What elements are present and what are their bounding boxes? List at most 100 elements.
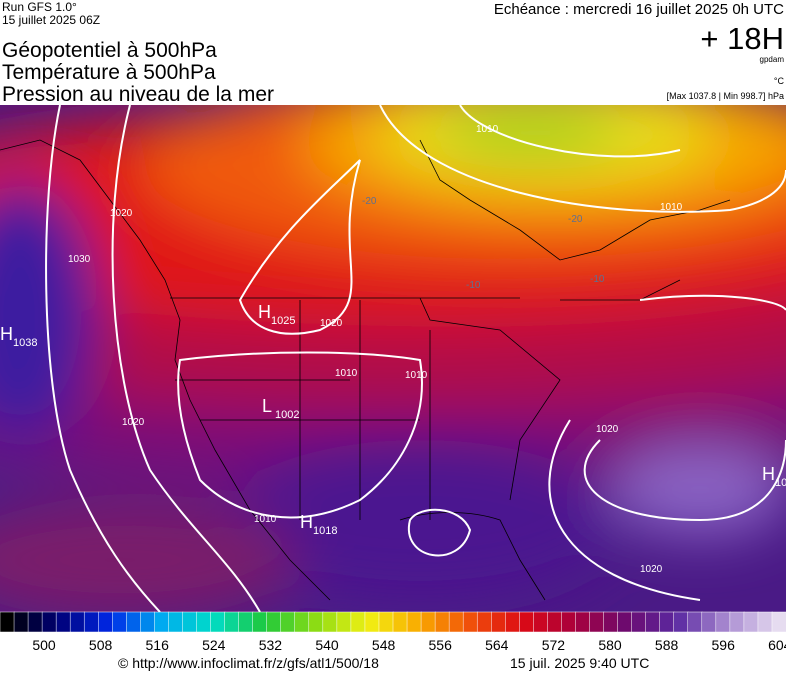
colorbar-swatch <box>757 611 773 633</box>
colorbar-swatch <box>589 611 605 633</box>
colorbar-swatch <box>308 611 324 633</box>
valid-time: Echéance : mercredi 16 juillet 2025 0h U… <box>494 1 784 18</box>
colorbar-swatch <box>448 611 464 633</box>
colorbar-swatch <box>0 611 15 633</box>
colorbar-swatch <box>617 611 633 633</box>
source-url: © http://www.infoclimat.fr/z/gfs/atl1/50… <box>118 655 379 671</box>
isobar-label: 1010 <box>254 514 277 525</box>
colorbar-swatch <box>55 611 71 633</box>
colorbar: 500 508 516 524 532 540 548 556 564 572 580 588 596 6… <box>0 611 786 653</box>
temperature-label: -10 <box>466 280 481 291</box>
colorbar-swatch <box>701 611 717 633</box>
colorbar-swatch <box>547 611 563 633</box>
isobar-label: 1020 <box>122 417 145 428</box>
colorbar-swatch <box>519 611 535 633</box>
colorbar-label: 572 <box>542 637 566 653</box>
colorbar-label: 532 <box>259 637 283 653</box>
colorbar-swatch <box>322 611 338 633</box>
colorbar-swatch <box>196 611 212 633</box>
colorbar-swatch <box>350 611 366 633</box>
unit-geo: gpdam <box>760 55 785 64</box>
temperature-label: -10 <box>590 274 605 285</box>
lead-time: + 18H <box>700 21 784 56</box>
center-letter: H <box>0 324 13 344</box>
colorbar-swatch <box>27 611 43 633</box>
colorbar-label: 564 <box>485 637 509 653</box>
isobar-label: 1020 <box>320 318 343 329</box>
center-value: 1018 <box>313 525 337 537</box>
colorbar-swatch <box>280 611 296 633</box>
colorbar-swatch <box>743 611 759 633</box>
center-value: 1002 <box>275 409 299 421</box>
temperature-label: -20 <box>568 214 583 225</box>
colorbar-swatch <box>434 611 450 633</box>
colorbar-label: 508 <box>89 637 113 653</box>
title-line: Géopotentiel à 500hPa <box>2 39 217 62</box>
colorbar-swatch <box>505 611 521 633</box>
isobar-label: 1030 <box>68 254 91 265</box>
colorbar-swatch <box>729 611 745 633</box>
run-label: Run GFS 1.0° <box>2 0 77 14</box>
colorbar-swatch <box>533 611 549 633</box>
center-value: 1038 <box>13 337 37 349</box>
colorbar-label: 580 <box>598 637 622 653</box>
colorbar-label: 604 <box>768 637 786 653</box>
center-value: 10 <box>775 477 786 489</box>
colorbar-swatch <box>673 611 689 633</box>
colorbar-swatch <box>575 611 591 633</box>
run-date: 15 juillet 2025 06Z <box>2 13 100 27</box>
colorbar-swatch <box>715 611 731 633</box>
colorbar-swatch <box>659 611 675 633</box>
unit-temp: °C <box>774 76 785 86</box>
colorbar-swatch <box>210 611 226 633</box>
colorbar-swatch <box>13 611 29 633</box>
colorbar-swatch <box>420 611 436 633</box>
colorbar-label: 548 <box>372 637 396 653</box>
colorbar-swatch <box>69 611 85 633</box>
colorbar-swatch <box>98 611 114 633</box>
pressure-range: [Max 1037.8 | Min 998.7] hPa <box>667 91 784 101</box>
center-letter: H <box>258 302 271 322</box>
center-letter: L <box>262 396 272 416</box>
colorbar-label: 500 <box>32 637 56 653</box>
center-letter: H <box>762 464 775 484</box>
colorbar-swatch <box>336 611 352 633</box>
colorbar-swatch <box>771 611 786 633</box>
isobar-label: 1020 <box>640 564 663 575</box>
colorbar-swatch <box>378 611 394 633</box>
title-line: Température à 500hPa <box>2 61 216 84</box>
colorbar-swatch <box>41 611 57 633</box>
title-line: Pression au niveau de la mer <box>2 83 274 106</box>
isobar-label: 1020 <box>596 424 619 435</box>
colorbar-label: 540 <box>315 637 339 653</box>
temperature-label: -20 <box>362 196 377 207</box>
colorbar-swatch <box>140 611 156 633</box>
colorbar-swatch <box>182 611 198 633</box>
colorbar-swatch <box>83 611 100 633</box>
isobar-label: 1010 <box>660 202 683 213</box>
colorbar-swatch <box>476 611 493 633</box>
center-value: 1025 <box>271 315 295 327</box>
colorbar-swatch <box>112 611 128 633</box>
colorbar-swatch <box>392 611 408 633</box>
isobar-label: 1010 <box>335 368 358 379</box>
isobar-label: 1010 <box>405 370 428 381</box>
center-letter: H <box>300 512 313 532</box>
colorbar-swatch <box>154 611 170 633</box>
colorbar-label: 588 <box>655 637 679 653</box>
colorbar-swatch <box>168 611 184 633</box>
colorbar-swatch <box>645 611 661 633</box>
colorbar-swatch <box>561 611 577 633</box>
colorbar-label: 524 <box>202 637 226 653</box>
colorbar-swatch <box>603 611 619 633</box>
colorbar-swatch <box>491 611 507 633</box>
colorbar-label: 516 <box>146 637 170 653</box>
colorbar-swatch <box>252 611 268 633</box>
colorbar-swatch <box>294 611 310 633</box>
colorbar-swatch <box>364 611 380 633</box>
colorbar-swatch <box>224 611 240 633</box>
colorbar-swatch <box>687 611 703 633</box>
colorbar-swatch <box>462 611 478 633</box>
